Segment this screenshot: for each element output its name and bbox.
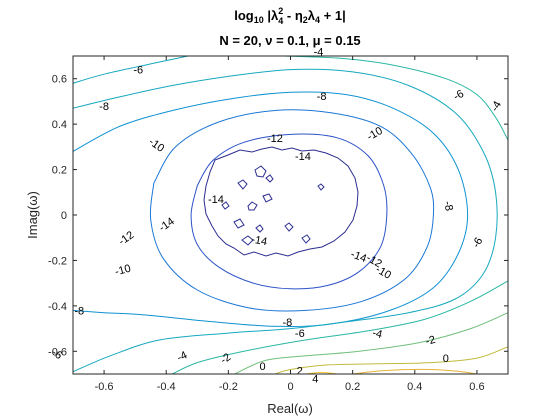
y-tick-label: -0.2 xyxy=(48,255,67,267)
contour-lines-group xyxy=(73,56,508,374)
y-tick-label: -0.6 xyxy=(48,346,67,358)
contour-noise-blob xyxy=(241,235,254,246)
contour-label: -10 xyxy=(114,263,132,279)
contour-label: -6 xyxy=(133,65,143,77)
contour-line-level-minus-8 xyxy=(73,91,469,327)
contour-line-level-minus-6 xyxy=(73,68,498,373)
contour-noise-blob xyxy=(262,193,273,203)
y-tick-label: 0.4 xyxy=(52,119,67,131)
contour-label: -6 xyxy=(295,328,305,340)
contour-label: -8 xyxy=(317,91,327,103)
x-axis-ticks: -0.6 -0.4 -0.2 0 0.2 0.4 0.6 xyxy=(95,56,485,393)
contour-noise-blob xyxy=(233,218,245,229)
contour-label: -8 xyxy=(441,200,455,212)
contour-line-level-minus-10 xyxy=(149,109,435,312)
y-tick-label: 0 xyxy=(61,210,67,222)
x-tick-label: -0.2 xyxy=(219,381,238,393)
contour-line-level-minus-12 xyxy=(190,133,388,290)
y-axis-label: Imag(ω) xyxy=(25,191,40,239)
contour-noise-blob xyxy=(255,224,264,233)
contour-label: -8 xyxy=(283,317,293,329)
contour-label: -14 xyxy=(295,151,311,163)
contour-line-level-0 xyxy=(274,346,508,374)
y-axis-ticks: -0.6 -0.4 -0.2 0 0.2 0.4 0.6 xyxy=(48,74,508,358)
contour-label: -4 xyxy=(371,327,384,341)
contour-label: 0 xyxy=(259,361,265,373)
contour-label: -14 xyxy=(250,234,268,249)
contour-label: -2 xyxy=(424,334,437,348)
chart-title-line2: N = 20, ν = 0.1, μ = 0.15 xyxy=(219,33,360,48)
contour-label: 0 xyxy=(443,353,449,365)
contour-noise-blob xyxy=(284,222,294,232)
x-axis-label: Real(ω) xyxy=(267,401,313,416)
x-tick-label: 0.6 xyxy=(469,381,484,393)
y-tick-label: -0.4 xyxy=(48,301,67,313)
contour-line-level-2 xyxy=(352,368,477,374)
x-tick-label: 0.4 xyxy=(407,381,422,393)
contour-noise-blob xyxy=(247,201,258,211)
contour-noise-blob xyxy=(221,201,230,210)
contour-label: -12 xyxy=(267,133,283,145)
x-tick-label: -0.4 xyxy=(157,381,176,393)
contour-line-level-minus-4 xyxy=(284,56,508,141)
contour-label: -8 xyxy=(74,305,84,317)
contour-label: 4 xyxy=(312,374,318,386)
contour-line-level-minus-6 xyxy=(73,56,189,84)
y-tick-label: 0.2 xyxy=(52,165,67,177)
x-tick-label: -0.6 xyxy=(95,381,114,393)
contour-line-level-minus-2 xyxy=(234,312,508,374)
contour-noise-blob xyxy=(301,234,311,244)
contour-label: -14 xyxy=(208,194,224,206)
contour-noise-blob xyxy=(254,165,267,178)
contour-noise-blob xyxy=(237,179,248,190)
contour-line-level-minus-4 xyxy=(172,280,508,374)
contour-line-level-minus-14 xyxy=(203,146,359,257)
contour-noise-blob xyxy=(317,183,325,191)
contour-label: -14 xyxy=(349,248,368,265)
contour-label: -8 xyxy=(99,101,109,113)
contour-label: -4 xyxy=(175,349,189,364)
x-tick-label: 0 xyxy=(287,381,293,393)
x-tick-label: 0.2 xyxy=(345,381,360,393)
contour-label: -4 xyxy=(314,46,324,58)
y-tick-label: 0.6 xyxy=(52,74,67,86)
contour-label: 2 xyxy=(297,366,303,378)
center-noise-contours xyxy=(203,146,359,257)
contour-noise-blob xyxy=(265,174,274,183)
chart-title-line1: log10 |λ2 4 - η2λ4 + 1| xyxy=(234,6,345,26)
